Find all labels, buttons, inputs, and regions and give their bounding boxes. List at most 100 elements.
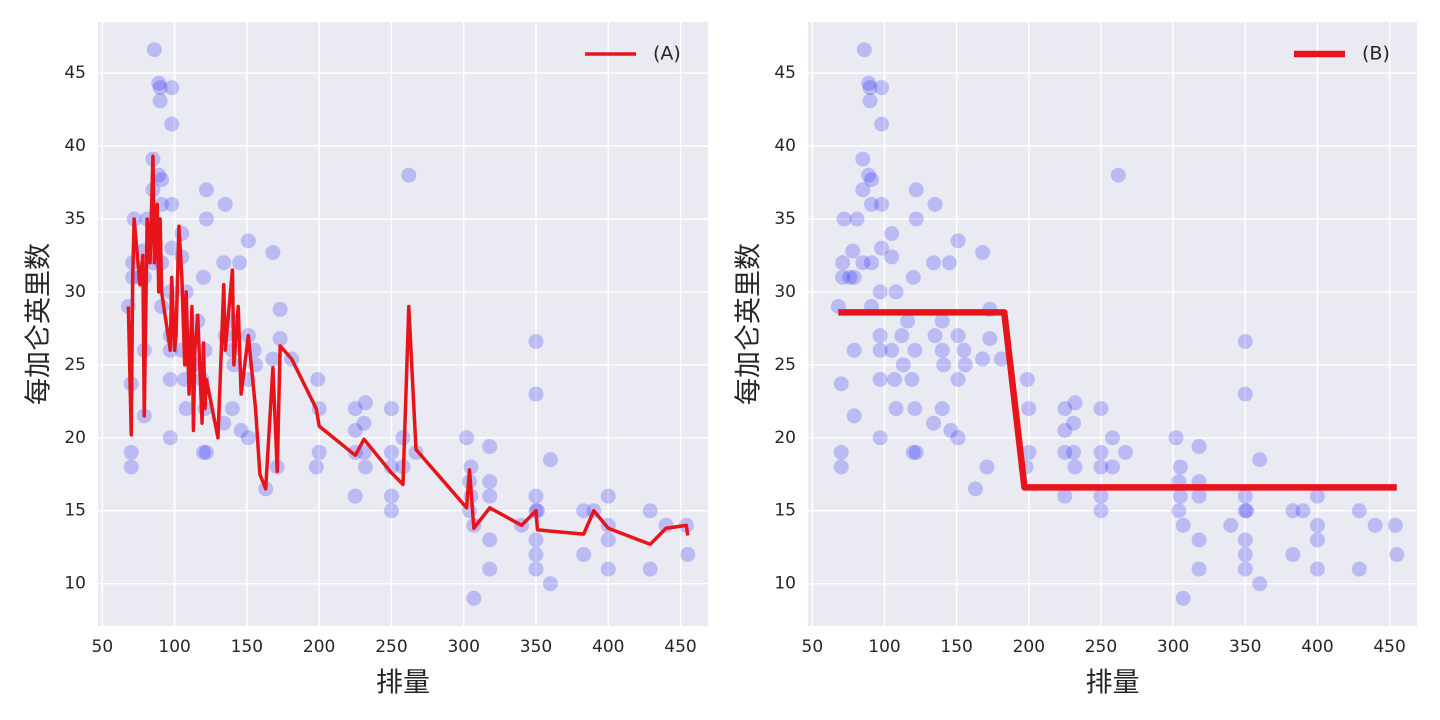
scatter-point (888, 284, 904, 300)
scatter-point (833, 376, 849, 392)
scatter-point (1367, 517, 1383, 533)
scatter-point (872, 371, 888, 387)
scatter-point (463, 459, 479, 475)
scatter-point (872, 342, 888, 358)
scatter-point (1168, 430, 1184, 446)
scatter-point (846, 269, 862, 285)
scatter-point (874, 80, 890, 96)
scatter-point (1237, 488, 1253, 504)
scatter-point (956, 342, 972, 358)
scatter-point (146, 42, 162, 58)
scatter-point (1252, 576, 1268, 592)
x-tick-label: 300 (1157, 637, 1189, 657)
scatter-point (528, 488, 544, 504)
scatter-point (1105, 459, 1120, 475)
scatter-point (600, 561, 616, 577)
scatter-point (926, 415, 942, 431)
scatter-point (833, 444, 849, 460)
scatter-point (310, 371, 326, 387)
scatter-point (884, 226, 900, 242)
x-tick-label: 50 (802, 637, 824, 657)
scatter-point (347, 423, 363, 439)
scatter-point (1093, 401, 1109, 417)
scatter-point (1309, 488, 1325, 504)
scatter-point (1237, 561, 1253, 577)
scatter-point (311, 444, 327, 460)
scatter-point (833, 459, 849, 475)
scatter-point (466, 590, 482, 606)
scatter-point (926, 255, 942, 271)
scatter-point (863, 255, 879, 271)
scatter-point (151, 75, 167, 91)
scatter-point (542, 576, 558, 592)
y-axis-label: 每加仑英里数 (734, 243, 765, 405)
scatter-point (1093, 488, 1109, 504)
scatter-point (846, 342, 862, 358)
scatter-point (1387, 517, 1403, 533)
scatter-point (872, 284, 888, 300)
x-axis-label: 排量 (1086, 668, 1140, 699)
scatter-point (884, 342, 900, 358)
line (126, 154, 690, 547)
y-tick-label: 25 (64, 355, 86, 375)
scatter-point (272, 301, 288, 317)
scatter-point (927, 196, 943, 212)
y-tick-label: 20 (774, 428, 796, 448)
scatter-point (1172, 459, 1188, 475)
scatter-point (152, 93, 168, 109)
scatter-point (908, 182, 924, 198)
scatter-point (907, 401, 923, 417)
scatter-point (934, 401, 950, 417)
x-tick-label: 250 (1085, 637, 1117, 657)
y-tick-label: 35 (64, 209, 86, 229)
scatter-point (528, 532, 544, 548)
scatter-point (482, 488, 498, 504)
scatter-point (888, 401, 904, 417)
x-tick-label: 300 (447, 637, 479, 657)
legend-label: (A) (653, 43, 681, 65)
scatter-point (863, 172, 879, 188)
scatter-point (1191, 439, 1207, 455)
scatter-point (845, 243, 861, 259)
scatter-point (482, 561, 498, 577)
scatter-point (863, 196, 879, 212)
x-tick-label: 200 (1013, 637, 1045, 657)
scatter-point (265, 351, 281, 367)
scatter-point (1067, 395, 1083, 411)
scatter-point (1093, 503, 1109, 519)
y-tick-label: 40 (64, 136, 86, 156)
scatter-point (528, 561, 544, 577)
scatter-point (240, 233, 256, 249)
scatter-point (950, 328, 966, 344)
scatter-point (1351, 503, 1367, 519)
scatter-point (887, 371, 903, 387)
legend-label: (B) (1362, 43, 1390, 65)
scatter-point (347, 401, 363, 417)
x-tick-label: 350 (1229, 637, 1261, 657)
scatter-point (1351, 561, 1367, 577)
scatter-point (957, 357, 973, 373)
scatter-point (855, 151, 871, 167)
scatter-point (383, 488, 399, 504)
scatter-point (123, 444, 139, 460)
scatter-point (900, 313, 916, 329)
scatter-point (842, 269, 858, 285)
scatter-point (1223, 517, 1239, 533)
x-tick-label: 50 (92, 637, 114, 657)
scatter-point (174, 226, 190, 242)
scatter-point (1021, 401, 1037, 417)
scatter-point (934, 313, 950, 329)
scatter-point (542, 452, 558, 468)
line (838, 309, 1397, 491)
scatter-point (347, 488, 363, 504)
chart-panel: 50 100 150 200 250 300 350 400 450 10 15 20 25 30 35 40… (734, 22, 1417, 699)
scatter-point (198, 444, 214, 460)
scatter-point (872, 328, 888, 344)
scatter-point (216, 255, 232, 271)
scatter-point (975, 245, 991, 261)
scatter-point (905, 269, 921, 285)
x-tick-label: 250 (375, 637, 407, 657)
scatter-point (233, 423, 249, 439)
scatter-point (872, 430, 888, 446)
